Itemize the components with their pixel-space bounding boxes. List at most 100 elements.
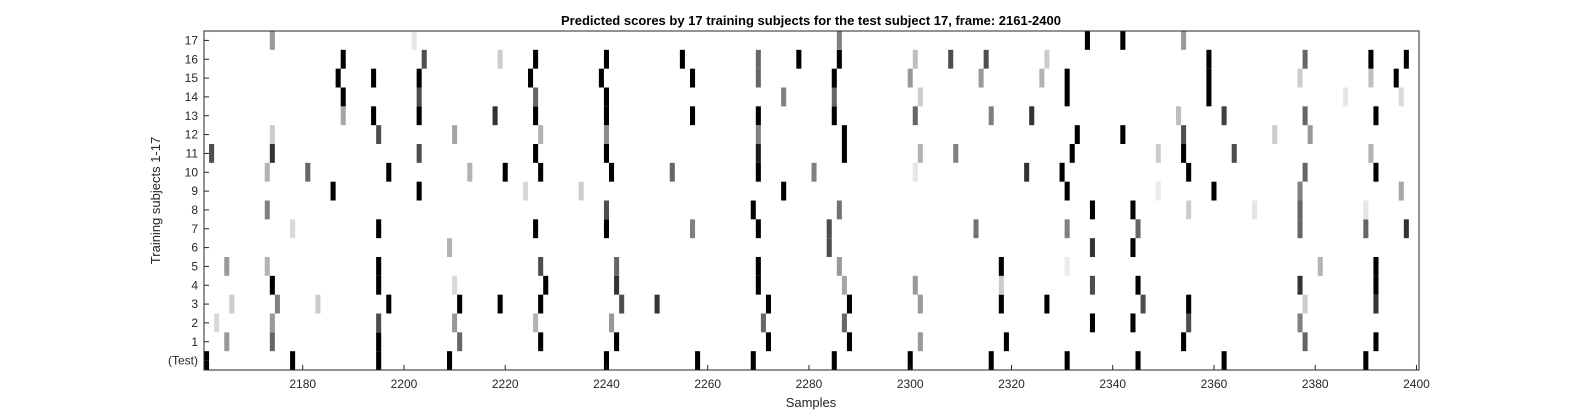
heatmap-cell [533,87,539,107]
y-tick-label: (Test) [168,354,198,368]
heatmap-cell [917,87,923,107]
heatmap-cell [1135,275,1141,295]
heatmap-cell [305,162,311,182]
heatmap-cell [1393,68,1399,88]
heatmap-cell [1398,87,1404,107]
heatmap-cell [411,31,417,50]
heatmap-cell [447,238,453,257]
y-tick-label: 16 [185,52,199,66]
heatmap-cell [1297,219,1303,239]
heatmap-cell [533,313,539,333]
heatmap-cell [841,313,847,333]
heatmap-cell [765,332,771,352]
heatmap-cell [1373,257,1379,276]
heatmap-cell [315,294,321,314]
heatmap-cell [1120,125,1126,144]
heatmap-cell [1064,87,1070,107]
heatmap-cell [1044,294,1050,314]
y-tick-label: 15 [185,71,199,85]
x-axis: 2180 2200 2220 2240 2260 2280 2300 2320 2340 2360… [289,365,1430,391]
heatmap-cell [533,49,539,69]
heatmap-cell [836,200,842,220]
heatmap-cell [1089,313,1095,333]
heatmap-cell [998,275,1004,295]
heatmap-cell [269,313,275,333]
heatmap-cell [340,106,346,126]
heatmap-cell [376,332,382,352]
heatmap-cell [1084,31,1090,50]
heatmap-cell [1272,125,1278,144]
heatmap-cell [538,332,544,352]
heatmap-cell [340,49,346,69]
heatmap-cell [1297,200,1303,220]
heatmap-cell [609,162,615,182]
heatmap-cell [335,68,341,88]
heatmap-cell [998,294,1004,314]
x-tick-label: 2340 [1099,377,1126,391]
heatmap-cell [1064,257,1070,276]
heatmap-cell [467,162,473,182]
heatmap-cell [264,200,270,220]
heatmap-cell [781,181,787,201]
x-tick-label: 2300 [897,377,924,391]
heatmap-cell [1302,106,1308,126]
heatmap-cell [376,351,382,370]
heatmap-cell [1064,351,1070,370]
heatmap-cell [376,257,382,276]
heatmap-cell [917,294,923,314]
heatmap-cell [1368,68,1374,88]
y-tick-label: 1 [191,335,198,349]
y-tick-label: 5 [191,259,198,273]
heatmap-cells [204,31,1409,370]
heatmap-cell [846,332,852,352]
heatmap-cell [1130,238,1136,257]
heatmap-cell [1297,181,1303,201]
heatmap-cell [492,106,498,126]
heatmap-cell [502,162,508,182]
heatmap-cell [528,68,534,88]
heatmap-cell [755,68,761,88]
y-tick-label: 9 [191,184,198,198]
heatmap-cell [1363,351,1369,370]
heatmap-cell [679,49,685,69]
heatmap-cell [988,351,994,370]
heatmap-cell [988,106,994,126]
heatmap-cell [1206,87,1212,107]
heatmap-cell [274,294,280,314]
x-tick-label: 2240 [593,377,620,391]
heatmap-cell [376,313,382,333]
heatmap-cell [1130,200,1136,220]
heatmap-cell [690,219,696,239]
heatmap-cell [1044,49,1050,69]
heatmap-cell [330,181,336,201]
heatmap-cell [917,144,923,163]
x-tick-label: 2380 [1302,377,1329,391]
y-tick-label: 13 [185,109,199,123]
heatmap-cell [452,125,458,144]
heatmap-cell [826,238,832,257]
heatmap-cell [755,106,761,126]
heatmap-cell [669,162,675,182]
x-tick-label: 2220 [492,377,519,391]
heatmap-cell [1403,219,1409,239]
heatmap-cell [603,219,609,239]
heatmap-cell [1089,200,1095,220]
heatmap-cell [912,49,918,69]
heatmap-cell [224,332,230,352]
y-tick-label: 10 [185,165,199,179]
heatmap-cell [1029,106,1035,126]
heatmap-cell [690,106,696,126]
heatmap-cell [1059,162,1065,182]
heatmap-cell [533,144,539,163]
heatmap-cell [447,351,453,370]
heatmap-cell [755,219,761,239]
heatmap-cell [1135,219,1141,239]
heatmap-cell [416,181,422,201]
x-tick-label: 2200 [391,377,418,391]
heatmap-cell [452,275,458,295]
heatmap-cell [1251,200,1257,220]
heatmap-cell [755,49,761,69]
heatmap-cell [1089,238,1095,257]
heatmap-cell [841,275,847,295]
